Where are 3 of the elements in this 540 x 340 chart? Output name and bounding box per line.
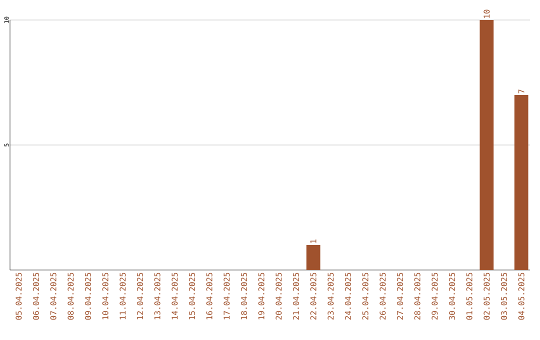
bar [514, 95, 528, 270]
bar [480, 20, 494, 270]
bar [306, 245, 320, 270]
